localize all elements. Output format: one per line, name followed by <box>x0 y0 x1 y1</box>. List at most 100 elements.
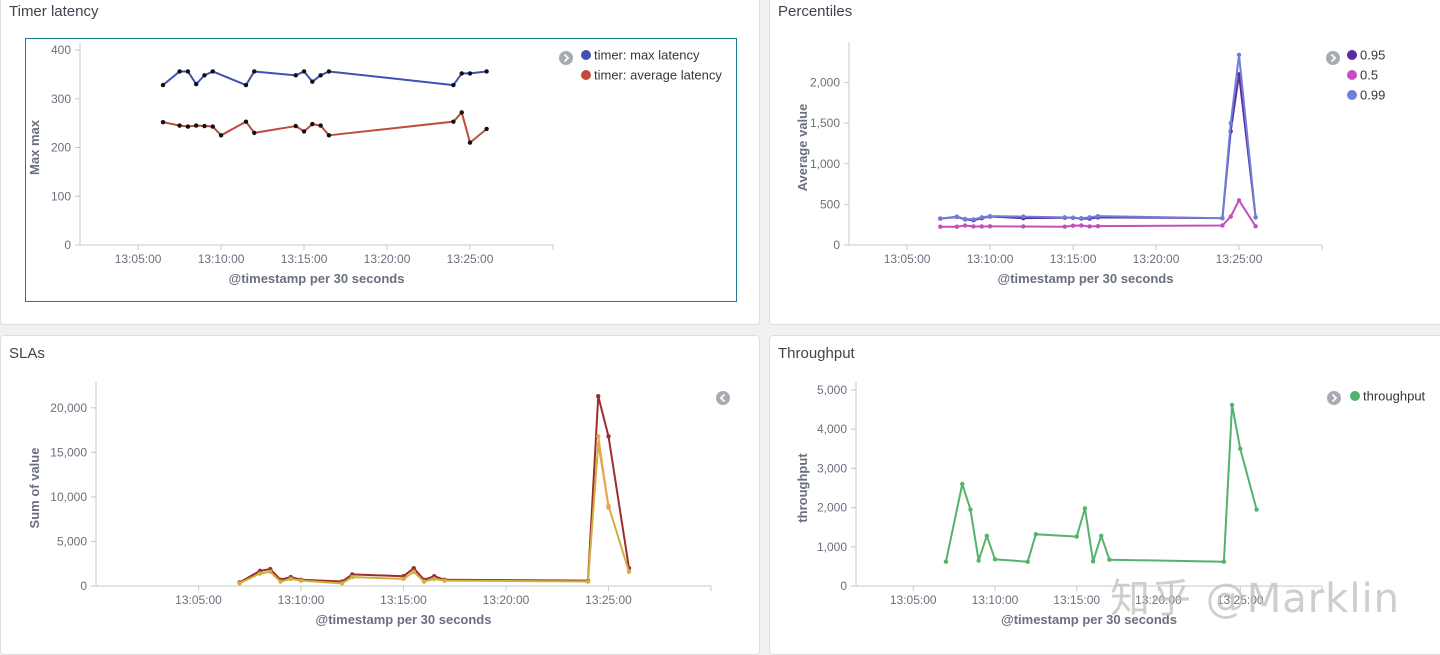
timer-latency-chart: 0 100 200 300 400 13:05:00 13:10:00 13:15:00 13:… <box>27 42 722 286</box>
x-tick-label: 13:10:00 <box>972 593 1019 607</box>
x-tick-label: 13:25:00 <box>1216 252 1263 266</box>
legend-swatch[interactable] <box>581 50 591 60</box>
y-tick-label: 300 <box>51 92 71 106</box>
data-point <box>411 569 416 574</box>
data-point <box>1025 559 1030 564</box>
series-line-0-5 <box>940 199 1257 228</box>
data-point <box>1074 534 1079 539</box>
chevron-right-icon[interactable] <box>1330 53 1337 63</box>
legend-label[interactable]: timer: max latency <box>594 48 700 63</box>
data-point <box>202 123 207 129</box>
data-point <box>1095 213 1101 219</box>
y-axis-label: Average value <box>795 104 810 192</box>
data-point <box>987 224 993 229</box>
data-point <box>442 578 447 583</box>
data-point <box>954 214 960 219</box>
x-tick-label: 13:15:00 <box>281 252 328 266</box>
legend-toggle-icon[interactable] <box>1327 391 1341 405</box>
y-tick-label: 4,000 <box>817 422 847 436</box>
legend-swatch[interactable] <box>1350 391 1360 401</box>
chevron-right-icon[interactable] <box>1331 393 1338 403</box>
data-point <box>1079 223 1084 228</box>
x-tick-label: 13:25:00 <box>1217 593 1264 607</box>
legend-swatch[interactable] <box>1347 50 1357 60</box>
chevron-left-icon[interactable] <box>719 393 726 403</box>
series-line-series-1 <box>239 442 630 585</box>
panel-title: Percentiles <box>778 3 853 20</box>
data-point <box>459 110 464 115</box>
y-axis-label: Max max <box>27 119 42 175</box>
legend-toggle-circle[interactable] <box>559 51 573 65</box>
data-point <box>210 124 215 129</box>
data-point <box>293 73 298 78</box>
data-point <box>992 557 998 562</box>
legend-label[interactable]: timer: average latency <box>594 68 722 83</box>
data-point <box>1236 198 1242 203</box>
data-point <box>401 576 406 582</box>
x-axis-label: @timestamp per 30 seconds <box>1001 612 1177 627</box>
legend-swatch[interactable] <box>581 70 591 80</box>
data-point <box>318 73 323 78</box>
y-axis-label: Sum of value <box>27 448 42 529</box>
data-point <box>177 123 182 128</box>
x-tick-label: 13:10:00 <box>278 593 325 607</box>
data-point <box>1254 507 1259 512</box>
data-point <box>257 571 263 576</box>
chevron-right-icon[interactable] <box>563 53 570 63</box>
data-point <box>310 79 315 84</box>
data-point <box>278 579 283 584</box>
data-point <box>411 565 416 571</box>
series-line-0-99 <box>940 53 1257 221</box>
panel-title: Throughput <box>778 345 855 362</box>
data-point <box>484 126 489 132</box>
data-point <box>596 434 601 439</box>
x-tick-label: 13:05:00 <box>890 593 937 607</box>
data-point <box>960 481 965 487</box>
y-tick-label: 5,000 <box>817 383 847 397</box>
x-axis-label: @timestamp per 30 seconds <box>316 612 492 627</box>
y-tick-label: 20,000 <box>50 401 87 415</box>
legend-toggle-icon[interactable] <box>1326 51 1340 65</box>
data-point <box>350 574 355 580</box>
data-point <box>962 223 968 228</box>
legend-swatch[interactable] <box>1347 90 1357 100</box>
data-point <box>971 224 976 229</box>
y-tick-label: 0 <box>840 579 847 593</box>
data-point <box>202 73 207 78</box>
chart-focus-outline <box>25 38 737 302</box>
y-tick-label: 5,000 <box>57 534 87 548</box>
y-tick-label: 15,000 <box>50 445 87 459</box>
legend-label[interactable]: 0.95 <box>1360 48 1385 63</box>
legend-label[interactable]: throughput <box>1363 389 1426 404</box>
data-point <box>243 119 249 124</box>
data-point <box>193 123 199 128</box>
data-point <box>177 69 182 74</box>
legend-label[interactable]: 0.99 <box>1360 88 1385 103</box>
x-tick-label: 13:05:00 <box>175 593 222 607</box>
y-tick-label: 3,000 <box>817 461 847 475</box>
timer-latency-panel: Timer latency 0 100 200 300 400 13:05:00 13:10… <box>0 0 760 325</box>
data-point <box>326 69 332 74</box>
x-tick-label: 13:20:00 <box>483 593 530 607</box>
legend-toggle-circle[interactable] <box>716 391 730 405</box>
series-line-throughput <box>944 403 1258 563</box>
legend-toggle-circle[interactable] <box>1326 51 1340 65</box>
slas-chart: 0 5,000 10,000 15,000 20,000 13:05:00 13:10:00… <box>27 382 730 627</box>
data-point <box>451 119 456 124</box>
y-tick-label: 0 <box>80 579 87 593</box>
data-point <box>979 224 984 229</box>
panel-title: SLAs <box>9 345 45 362</box>
legend-toggle-circle[interactable] <box>1327 391 1341 405</box>
data-point <box>193 81 199 87</box>
y-tick-label: 1,500 <box>810 116 840 130</box>
legend-toggle-icon[interactable] <box>559 51 573 65</box>
legend-label[interactable]: 0.5 <box>1360 68 1378 83</box>
data-point <box>1087 224 1092 229</box>
data-point <box>218 133 224 138</box>
x-tick-label: 13:15:00 <box>1050 252 1097 266</box>
legend-swatch[interactable] <box>1347 70 1357 80</box>
data-point <box>976 558 981 563</box>
legend-toggle-icon[interactable] <box>716 391 730 405</box>
data-point <box>1238 446 1243 451</box>
data-point <box>451 82 456 88</box>
